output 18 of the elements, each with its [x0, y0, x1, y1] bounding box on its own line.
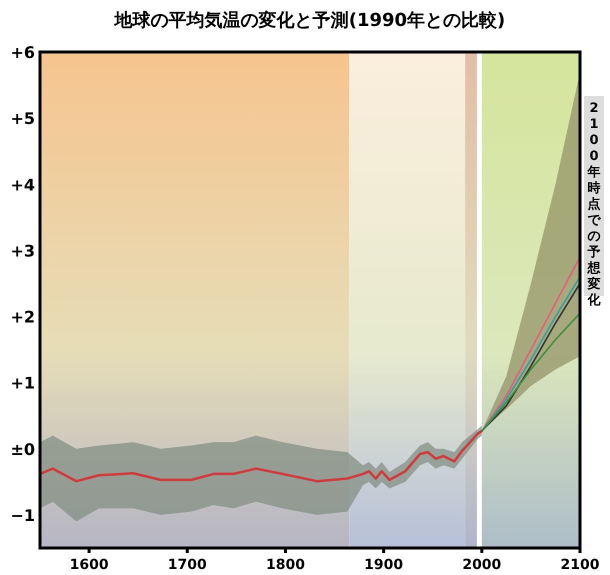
line-series	[481, 312, 580, 432]
y-tick-label: +3	[10, 241, 35, 260]
x-tick-label: 1900	[364, 557, 404, 573]
x-tick-label: 1600	[70, 557, 109, 573]
line-series	[40, 430, 484, 482]
y-tick-label: +6	[10, 43, 35, 62]
y-tick-label: ±0	[10, 440, 35, 459]
x-tick-label: 1800	[266, 557, 306, 573]
x-tick-label: 2100	[560, 557, 600, 573]
x-tick-label: 2000	[462, 557, 502, 573]
chart-title: 地球の平均気温の変化と予測(1990年との比較)	[114, 10, 506, 31]
y-tick-label: +4	[10, 175, 35, 194]
y-tick-label: +5	[10, 109, 35, 128]
x-tick-label: 1700	[168, 557, 208, 573]
y-tick-label: −1	[10, 506, 35, 525]
text: 2100年時点での予想変化	[588, 101, 600, 308]
y-tick-label: +1	[10, 374, 35, 393]
y-tick-label: +2	[10, 308, 35, 327]
